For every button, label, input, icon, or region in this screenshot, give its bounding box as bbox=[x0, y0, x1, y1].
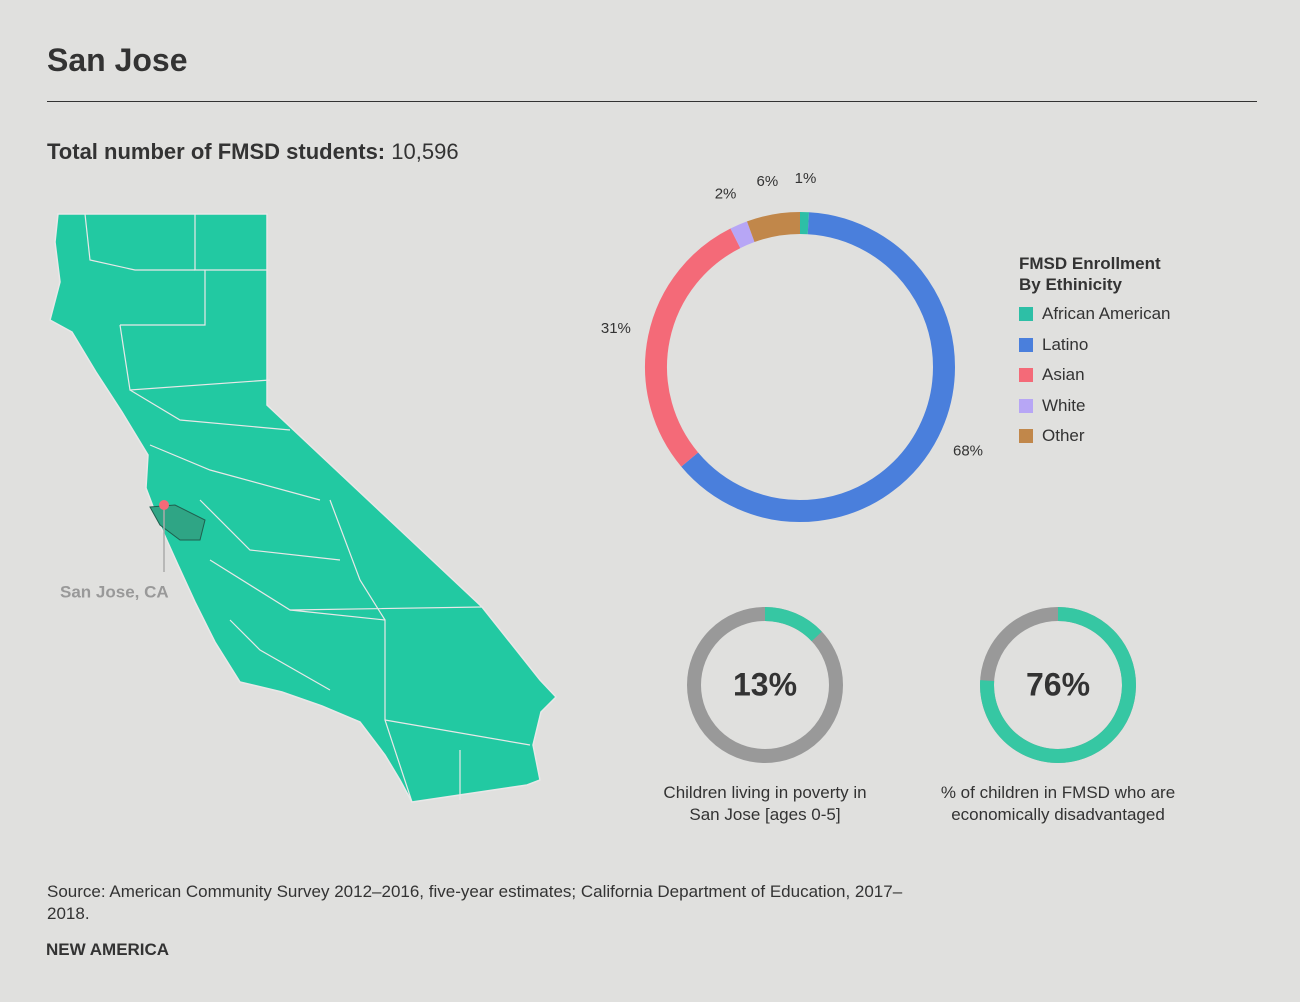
ring-label: 13% bbox=[733, 666, 797, 702]
legend-swatch bbox=[1019, 398, 1033, 413]
ring-caption: Children living in poverty in San Jose [… bbox=[663, 783, 867, 824]
ring-label: 76% bbox=[1026, 666, 1090, 702]
stat-value: 10,596 bbox=[391, 139, 459, 164]
location-dot bbox=[159, 500, 169, 510]
legend-label: White bbox=[1042, 395, 1086, 415]
ring-value bbox=[764, 607, 822, 642]
value-label: 1% bbox=[795, 170, 817, 187]
total-stat: Total number of FMSD students: 10,596 bbox=[47, 139, 459, 165]
legend-item: Asian bbox=[1019, 365, 1085, 385]
legend-swatch bbox=[1019, 368, 1033, 382]
ring-caption: % of children in FMSD who are economical… bbox=[940, 783, 1176, 824]
legend-label: Latino bbox=[1042, 334, 1089, 354]
value-label: 6% bbox=[757, 173, 779, 190]
value-label: 31% bbox=[601, 320, 631, 337]
value-label: 68% bbox=[953, 442, 983, 459]
legend-swatch bbox=[1019, 429, 1033, 443]
legend-label: African American bbox=[1042, 304, 1171, 323]
value-label: 2% bbox=[715, 185, 737, 202]
donut-segment bbox=[730, 221, 755, 249]
donut-segment bbox=[746, 212, 801, 243]
legend-swatch bbox=[1019, 337, 1033, 352]
map-label: San Jose, CA bbox=[60, 582, 169, 601]
county-lines bbox=[84, 213, 531, 803]
legend-swatch bbox=[1019, 307, 1033, 321]
legend-label: Asian bbox=[1042, 365, 1085, 384]
donut-segment bbox=[681, 212, 955, 522]
legend-item: African American bbox=[1019, 304, 1171, 324]
ring-value bbox=[980, 607, 1136, 763]
legend-label: Other bbox=[1042, 426, 1085, 445]
legend-title: FMSD Enrollment By Ethinicity bbox=[1019, 254, 1161, 294]
legend-item: Latino bbox=[1019, 335, 1088, 355]
donut-segment bbox=[645, 228, 741, 467]
source-note: Source: American Community Survey 2012–2… bbox=[47, 882, 903, 923]
state-shape bbox=[49, 213, 558, 803]
legend-item: White bbox=[1019, 396, 1085, 416]
page-title: San Jose bbox=[47, 42, 188, 78]
legend-item: Other bbox=[1019, 426, 1085, 446]
california-map: San Jose, CA bbox=[49, 213, 558, 803]
logo: NEW AMERICA bbox=[46, 940, 170, 959]
stat-label: Total number of FMSD students: bbox=[47, 139, 386, 164]
